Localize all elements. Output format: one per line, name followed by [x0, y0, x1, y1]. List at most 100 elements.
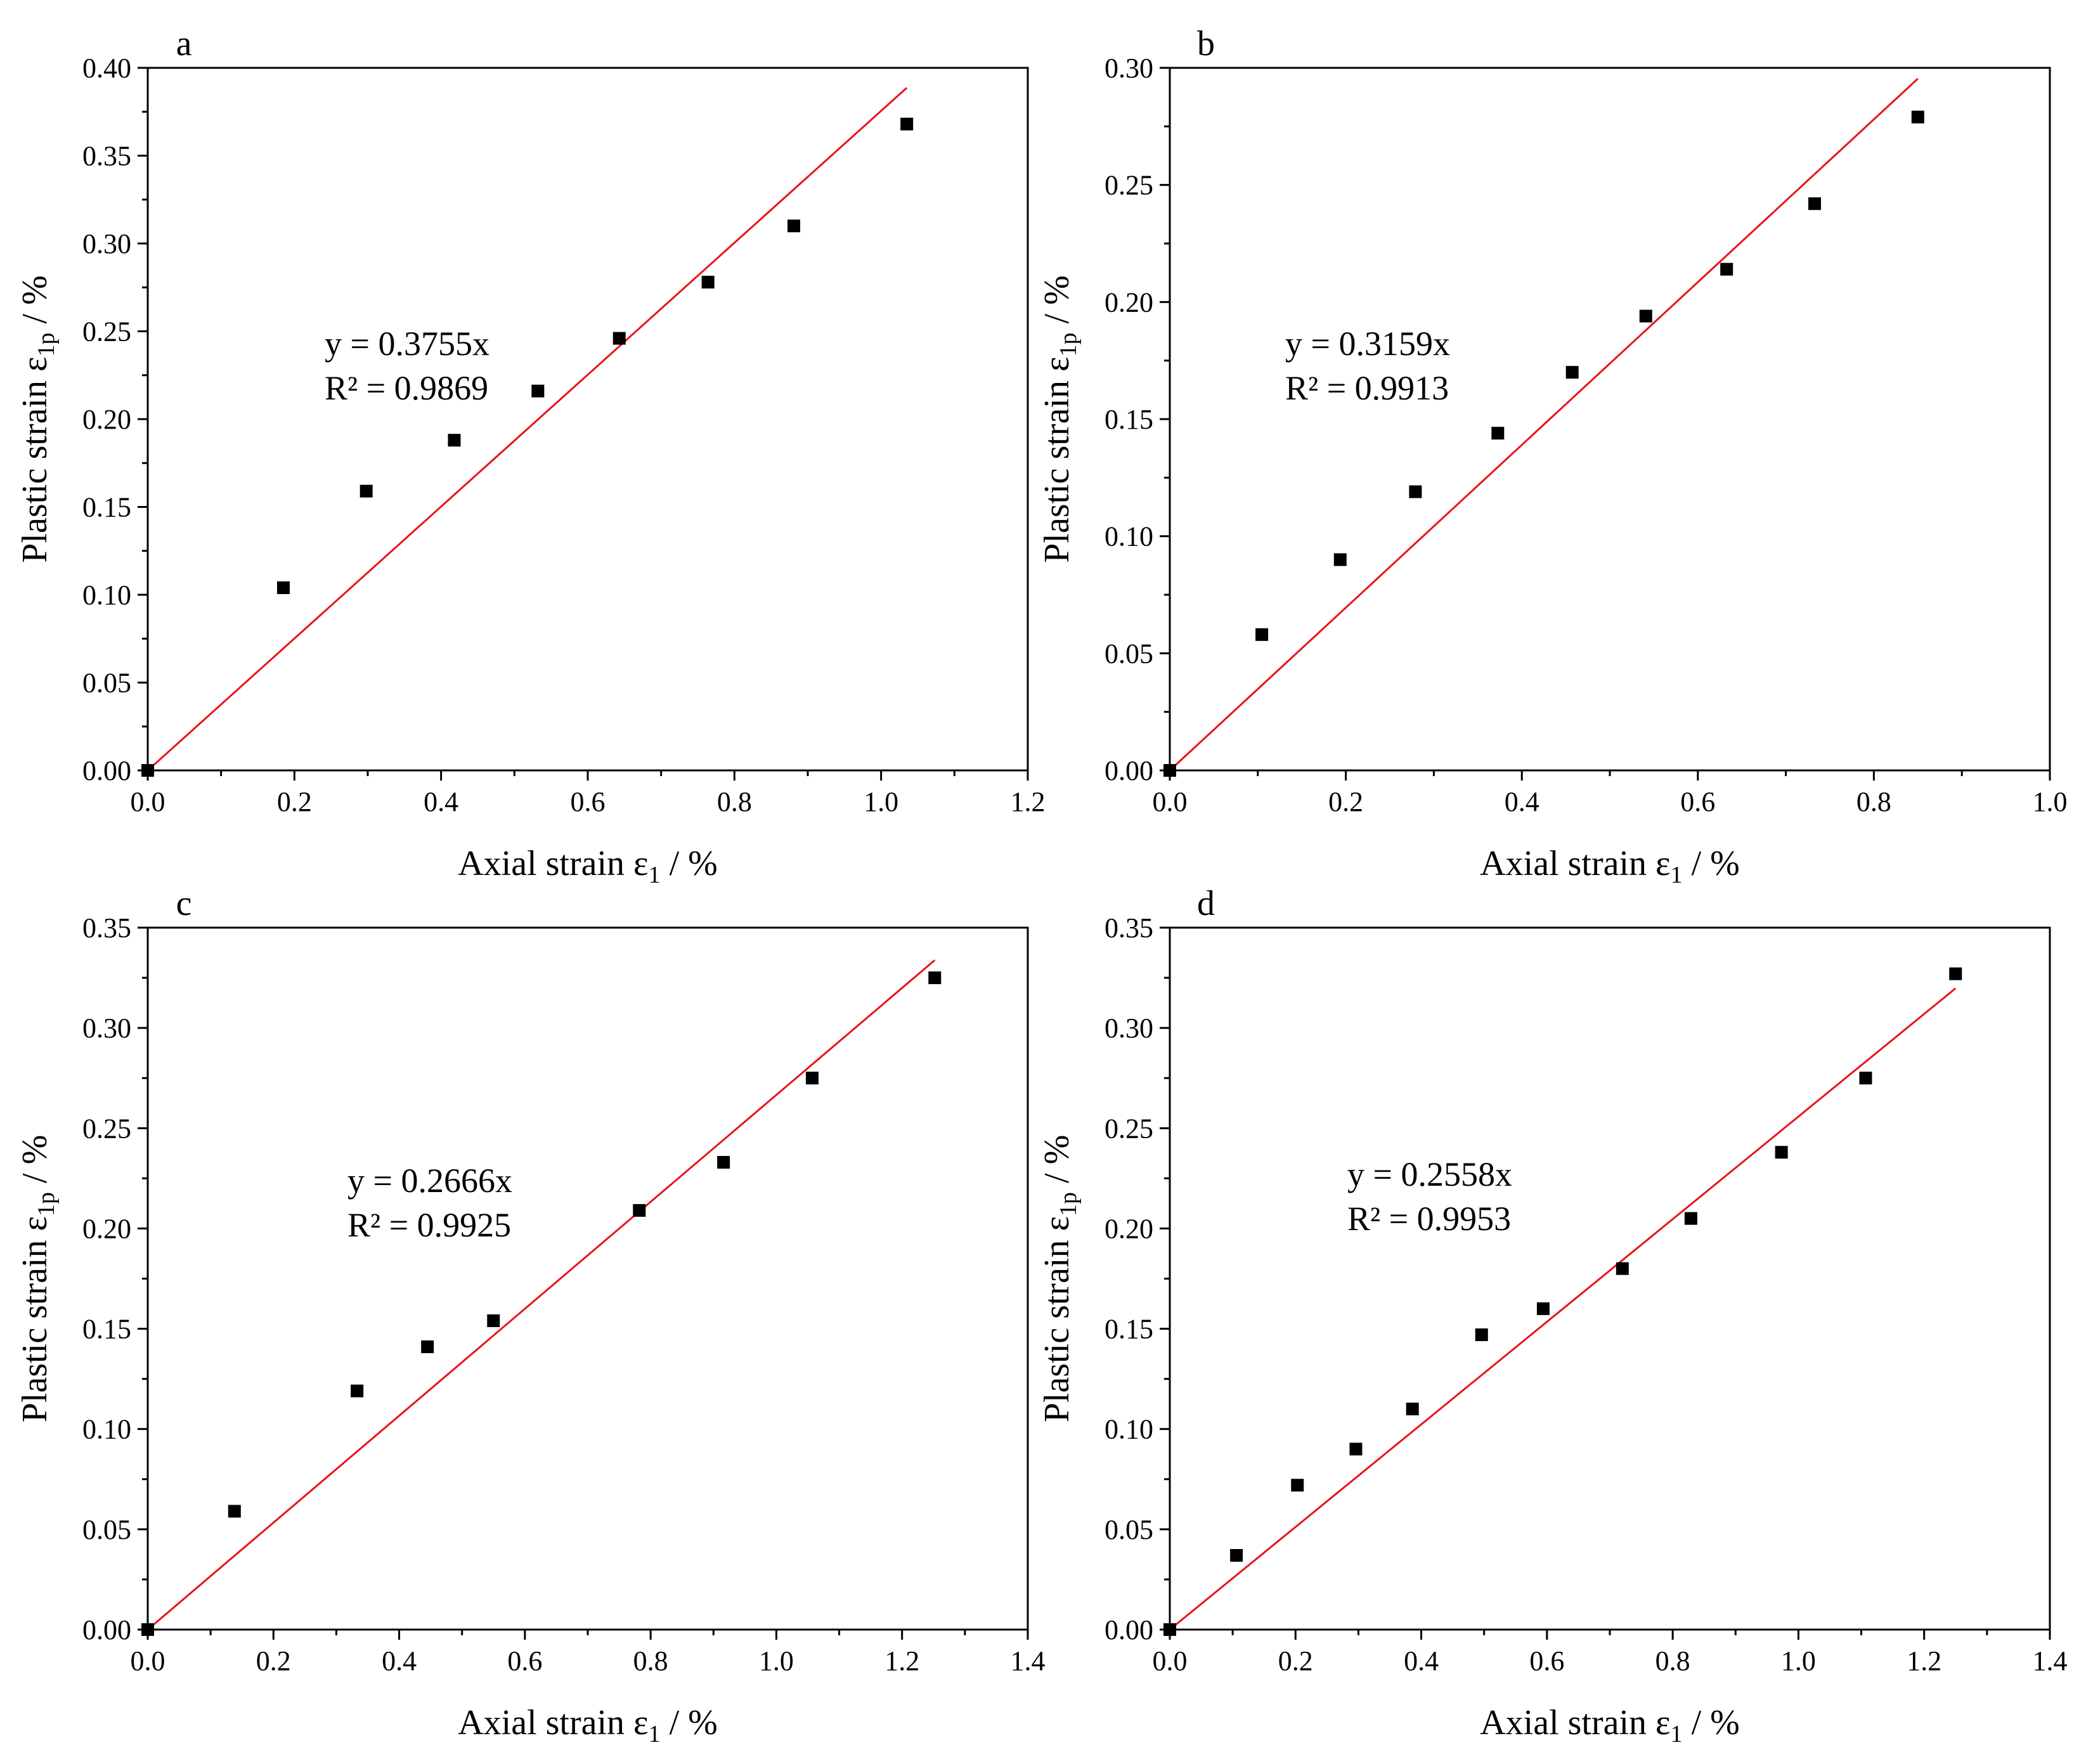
- data-point: [141, 764, 154, 777]
- r-squared-label: R² = 0.9953: [1347, 1200, 1511, 1238]
- fit-equation-label: y = 0.2558x: [1347, 1155, 1512, 1193]
- x-tick-label: 0.2: [1328, 786, 1363, 817]
- y-tick-label: 0.05: [82, 668, 131, 699]
- y-tick-label: 0.20: [82, 1213, 131, 1244]
- y-tick-label: 0.20: [82, 404, 131, 435]
- y-tick-label: 0.10: [1105, 1414, 1153, 1445]
- y-tick-label: 0.00: [82, 1614, 131, 1645]
- data-point: [1475, 1328, 1488, 1342]
- data-point: [351, 1384, 364, 1398]
- y-tick-label: 0.25: [1105, 1113, 1153, 1144]
- chart-panel-b: 0.0 0.2 0.4 0.6 0.8 1.0 0.00 0.05 0.10 0.15 0.20 0.…: [1037, 24, 2068, 888]
- fit-line: [147, 959, 936, 1631]
- x-tick-label: 0.8: [1655, 1645, 1690, 1676]
- data-point: [633, 1203, 646, 1217]
- y-tick-label: 0.10: [1105, 521, 1153, 552]
- y-tick-label: 0.05: [1105, 638, 1153, 669]
- data-point: [1616, 1262, 1629, 1275]
- data-point: [228, 1505, 241, 1518]
- y-tick-label: 0.15: [1105, 404, 1153, 435]
- y-axis-title: Plastic strain ε1p / %: [15, 1135, 60, 1422]
- data-point: [1720, 263, 1733, 276]
- data-point: [1291, 1479, 1304, 1492]
- y-tick-label: 0.30: [82, 228, 131, 259]
- y-tick-label: 0.10: [82, 580, 131, 611]
- y-tick-label: 0.40: [82, 53, 131, 84]
- data-point: [717, 1156, 730, 1169]
- y-tick-label: 0.20: [1105, 1213, 1153, 1244]
- x-tick-label: 0.2: [277, 786, 312, 817]
- chart-panel-c: 0.0 0.2 0.4 0.6 0.8 1.0 1.2 1.4 0.00 0.05 0.10 0.15…: [15, 884, 1046, 1748]
- r-squared-label: R² = 0.9925: [347, 1206, 511, 1244]
- y-tick-label: 0.15: [82, 1314, 131, 1345]
- panel-letter: c: [176, 884, 192, 923]
- data-point: [1949, 967, 1962, 980]
- x-tick-label: 0.0: [131, 1645, 165, 1676]
- data-point: [1163, 1623, 1176, 1636]
- data-point: [1639, 309, 1652, 323]
- y-tick-label: 0.35: [82, 912, 131, 944]
- x-tick-label: 0.6: [507, 1645, 542, 1676]
- plot-frame: [1169, 926, 2051, 1631]
- data-point: [360, 484, 373, 498]
- x-tick-label: 1.4: [2033, 1645, 2068, 1676]
- data-point: [421, 1340, 434, 1354]
- x-tick-label: 0.0: [131, 786, 165, 817]
- x-tick-label: 1.4: [1011, 1645, 1046, 1676]
- chart-panel-d: 0.0 0.2 0.4 0.6 0.8 1.0 1.2 1.4 0.00 0.05 0.10 0.15…: [1037, 884, 2068, 1748]
- y-tick-label: 0.30: [82, 1013, 131, 1044]
- x-axis-title: Axial strain ε1 / %: [1480, 844, 1740, 888]
- plot-frame: [146, 67, 1029, 772]
- y-tick-label: 0.20: [1105, 287, 1153, 318]
- plot-frame: [146, 926, 1029, 1631]
- data-point: [1491, 427, 1505, 440]
- x-tick-label: 1.0: [759, 1645, 794, 1676]
- x-tick-label: 0.8: [633, 1645, 668, 1676]
- y-tick-label: 0.10: [82, 1414, 131, 1445]
- x-axis-title: Axial strain ε1 / %: [458, 844, 718, 888]
- data-point: [1684, 1212, 1697, 1225]
- x-tick-label: 1.0: [1781, 1645, 1816, 1676]
- y-tick-label: 0.30: [1105, 53, 1153, 84]
- data-point: [1230, 1548, 1243, 1562]
- data-point: [805, 1072, 819, 1085]
- x-tick-label: 1.0: [2033, 786, 2068, 817]
- x-axis-title: Axial strain ε1 / %: [1480, 1703, 1740, 1748]
- x-tick-label: 0.4: [424, 786, 458, 817]
- fit-line: [1169, 987, 1957, 1631]
- x-tick-label: 1.2: [1907, 1645, 1941, 1676]
- panel-letter: d: [1197, 884, 1215, 923]
- y-tick-label: 0.00: [1105, 755, 1153, 786]
- y-tick-label: 0.30: [1105, 1013, 1153, 1044]
- y-tick-label: 0.00: [1105, 1614, 1153, 1645]
- x-tick-label: 0.0: [1153, 1645, 1188, 1676]
- y-tick-label: 0.25: [82, 316, 131, 347]
- panel-letter: b: [1197, 24, 1215, 63]
- data-point: [1565, 366, 1579, 379]
- data-point: [900, 117, 914, 131]
- data-point: [1333, 553, 1347, 566]
- fit-equation-label: y = 0.2666x: [347, 1162, 512, 1200]
- y-tick-label: 0.15: [1105, 1314, 1153, 1345]
- data-point: [1349, 1443, 1363, 1456]
- y-tick-label: 0.25: [1105, 170, 1153, 201]
- x-tick-label: 0.0: [1153, 786, 1188, 817]
- data-point: [701, 275, 715, 289]
- x-tick-label: 0.8: [1856, 786, 1891, 817]
- data-point: [448, 434, 461, 447]
- y-tick-label: 0.15: [82, 492, 131, 523]
- x-tick-label: 0.2: [256, 1645, 291, 1676]
- data-point: [1406, 1403, 1419, 1416]
- y-axis-title: Plastic strain ε1p / %: [15, 275, 60, 562]
- x-tick-label: 0.2: [1278, 1645, 1313, 1676]
- fit-equation-label: y = 0.3755x: [325, 325, 489, 363]
- data-point: [1409, 485, 1422, 498]
- panel-letter: a: [176, 24, 192, 63]
- data-point: [928, 971, 942, 985]
- data-point: [1808, 197, 1822, 211]
- y-tick-label: 0.35: [1105, 912, 1153, 944]
- y-tick-label: 0.05: [82, 1514, 131, 1545]
- x-tick-label: 0.6: [571, 786, 606, 817]
- r-squared-label: R² = 0.9913: [1285, 369, 1449, 407]
